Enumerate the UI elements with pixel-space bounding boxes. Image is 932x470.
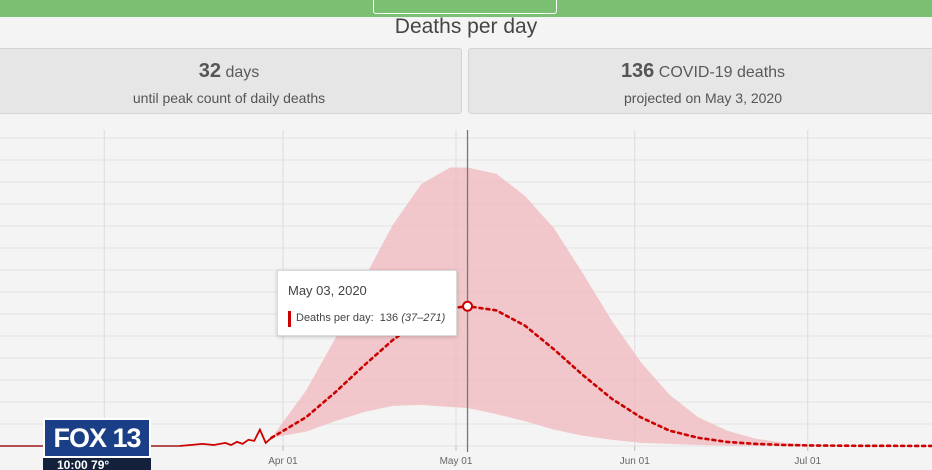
summary-deaths-caption: projected on May 3, 2020 bbox=[624, 90, 782, 106]
location-selector-button[interactable] bbox=[373, 0, 557, 14]
tooltip-date: May 03, 2020 bbox=[288, 283, 367, 298]
summary-card-deaths: 136 COVID-19 deaths projected on May 3, … bbox=[468, 48, 932, 114]
top-accent-bar bbox=[0, 0, 932, 17]
broadcast-ticker: 10:00 79° bbox=[43, 458, 151, 470]
summary-deaths-line: 136 COVID-19 deaths bbox=[469, 60, 932, 83]
tooltip-series-swatch bbox=[288, 311, 291, 327]
x-tick-label: Jul 01 bbox=[794, 456, 821, 467]
projected-deaths-line bbox=[270, 304, 932, 448]
uncertainty-band-area bbox=[271, 167, 932, 446]
summary-peak-value: 32 bbox=[198, 60, 221, 82]
tooltip-series-value: 136 bbox=[379, 312, 399, 324]
tooltip-series-label: Deaths per day: bbox=[296, 312, 374, 324]
x-tick-label: Apr 01 bbox=[268, 456, 298, 467]
hover-point[interactable] bbox=[462, 300, 474, 312]
deaths-per-day-chart[interactable]: Apr 01 May 01 Jun 01 Jul 01 bbox=[0, 130, 932, 470]
x-tick-label: Jun 01 bbox=[620, 456, 650, 467]
summary-card-peak: 32 days until peak count of daily deaths bbox=[0, 48, 462, 114]
page-title: Deaths per day bbox=[394, 15, 538, 38]
fox13-logo: FOX 13 bbox=[43, 418, 151, 458]
x-tick-label: May 01 bbox=[440, 456, 473, 467]
tooltip-series-row: Deaths per day: 136 (37–271) bbox=[296, 312, 445, 324]
summary-peak-caption: until peak count of daily deaths bbox=[132, 90, 326, 106]
summary-deaths-value: 136 bbox=[620, 60, 655, 82]
uncertainty-band bbox=[271, 167, 932, 446]
chart-tooltip: May 03, 2020 Deaths per day: 136 (37–271… bbox=[277, 270, 457, 336]
summary-peak-line: 32 days bbox=[0, 60, 461, 83]
hover-marker bbox=[462, 130, 474, 452]
tooltip-series-range: (37–271) bbox=[401, 312, 446, 324]
x-axis: Apr 01 May 01 Jun 01 Jul 01 bbox=[268, 446, 822, 467]
observed-deaths-line bbox=[179, 427, 273, 447]
summary-peak-unit: days bbox=[225, 64, 260, 81]
summary-deaths-unit: COVID-19 deaths bbox=[658, 64, 786, 81]
